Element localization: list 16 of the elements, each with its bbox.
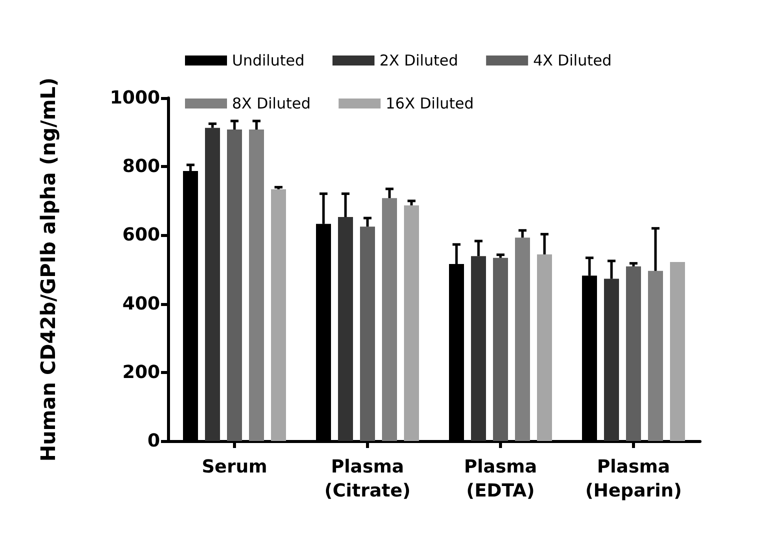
x-tick-label: Plasma (Citrate) bbox=[324, 456, 411, 502]
legend-label: Undiluted bbox=[232, 52, 304, 70]
y-tick-label: 400 bbox=[122, 293, 160, 314]
legend-label: 2X Diluted bbox=[379, 52, 458, 70]
x-tick-label: Plasma (EDTA) bbox=[464, 456, 538, 502]
legend-label: 4X Diluted bbox=[533, 52, 612, 70]
y-tick-label: 600 bbox=[122, 224, 160, 246]
y-tick-label: 800 bbox=[122, 156, 160, 178]
y-tick-label: 0 bbox=[147, 430, 160, 452]
y-tick-label: 1000 bbox=[110, 88, 160, 108]
legend-label: 8X Diluted bbox=[232, 94, 311, 112]
x-tick-label: Serum bbox=[202, 456, 268, 478]
x-tick-label: Plasma (Heparin) bbox=[585, 456, 682, 502]
y-tick-label: 200 bbox=[122, 362, 160, 383]
legend-label: 16X Diluted bbox=[386, 94, 474, 112]
y-axis-title: Human CD42b/GPIb alpha (ng/mL) bbox=[36, 77, 60, 462]
